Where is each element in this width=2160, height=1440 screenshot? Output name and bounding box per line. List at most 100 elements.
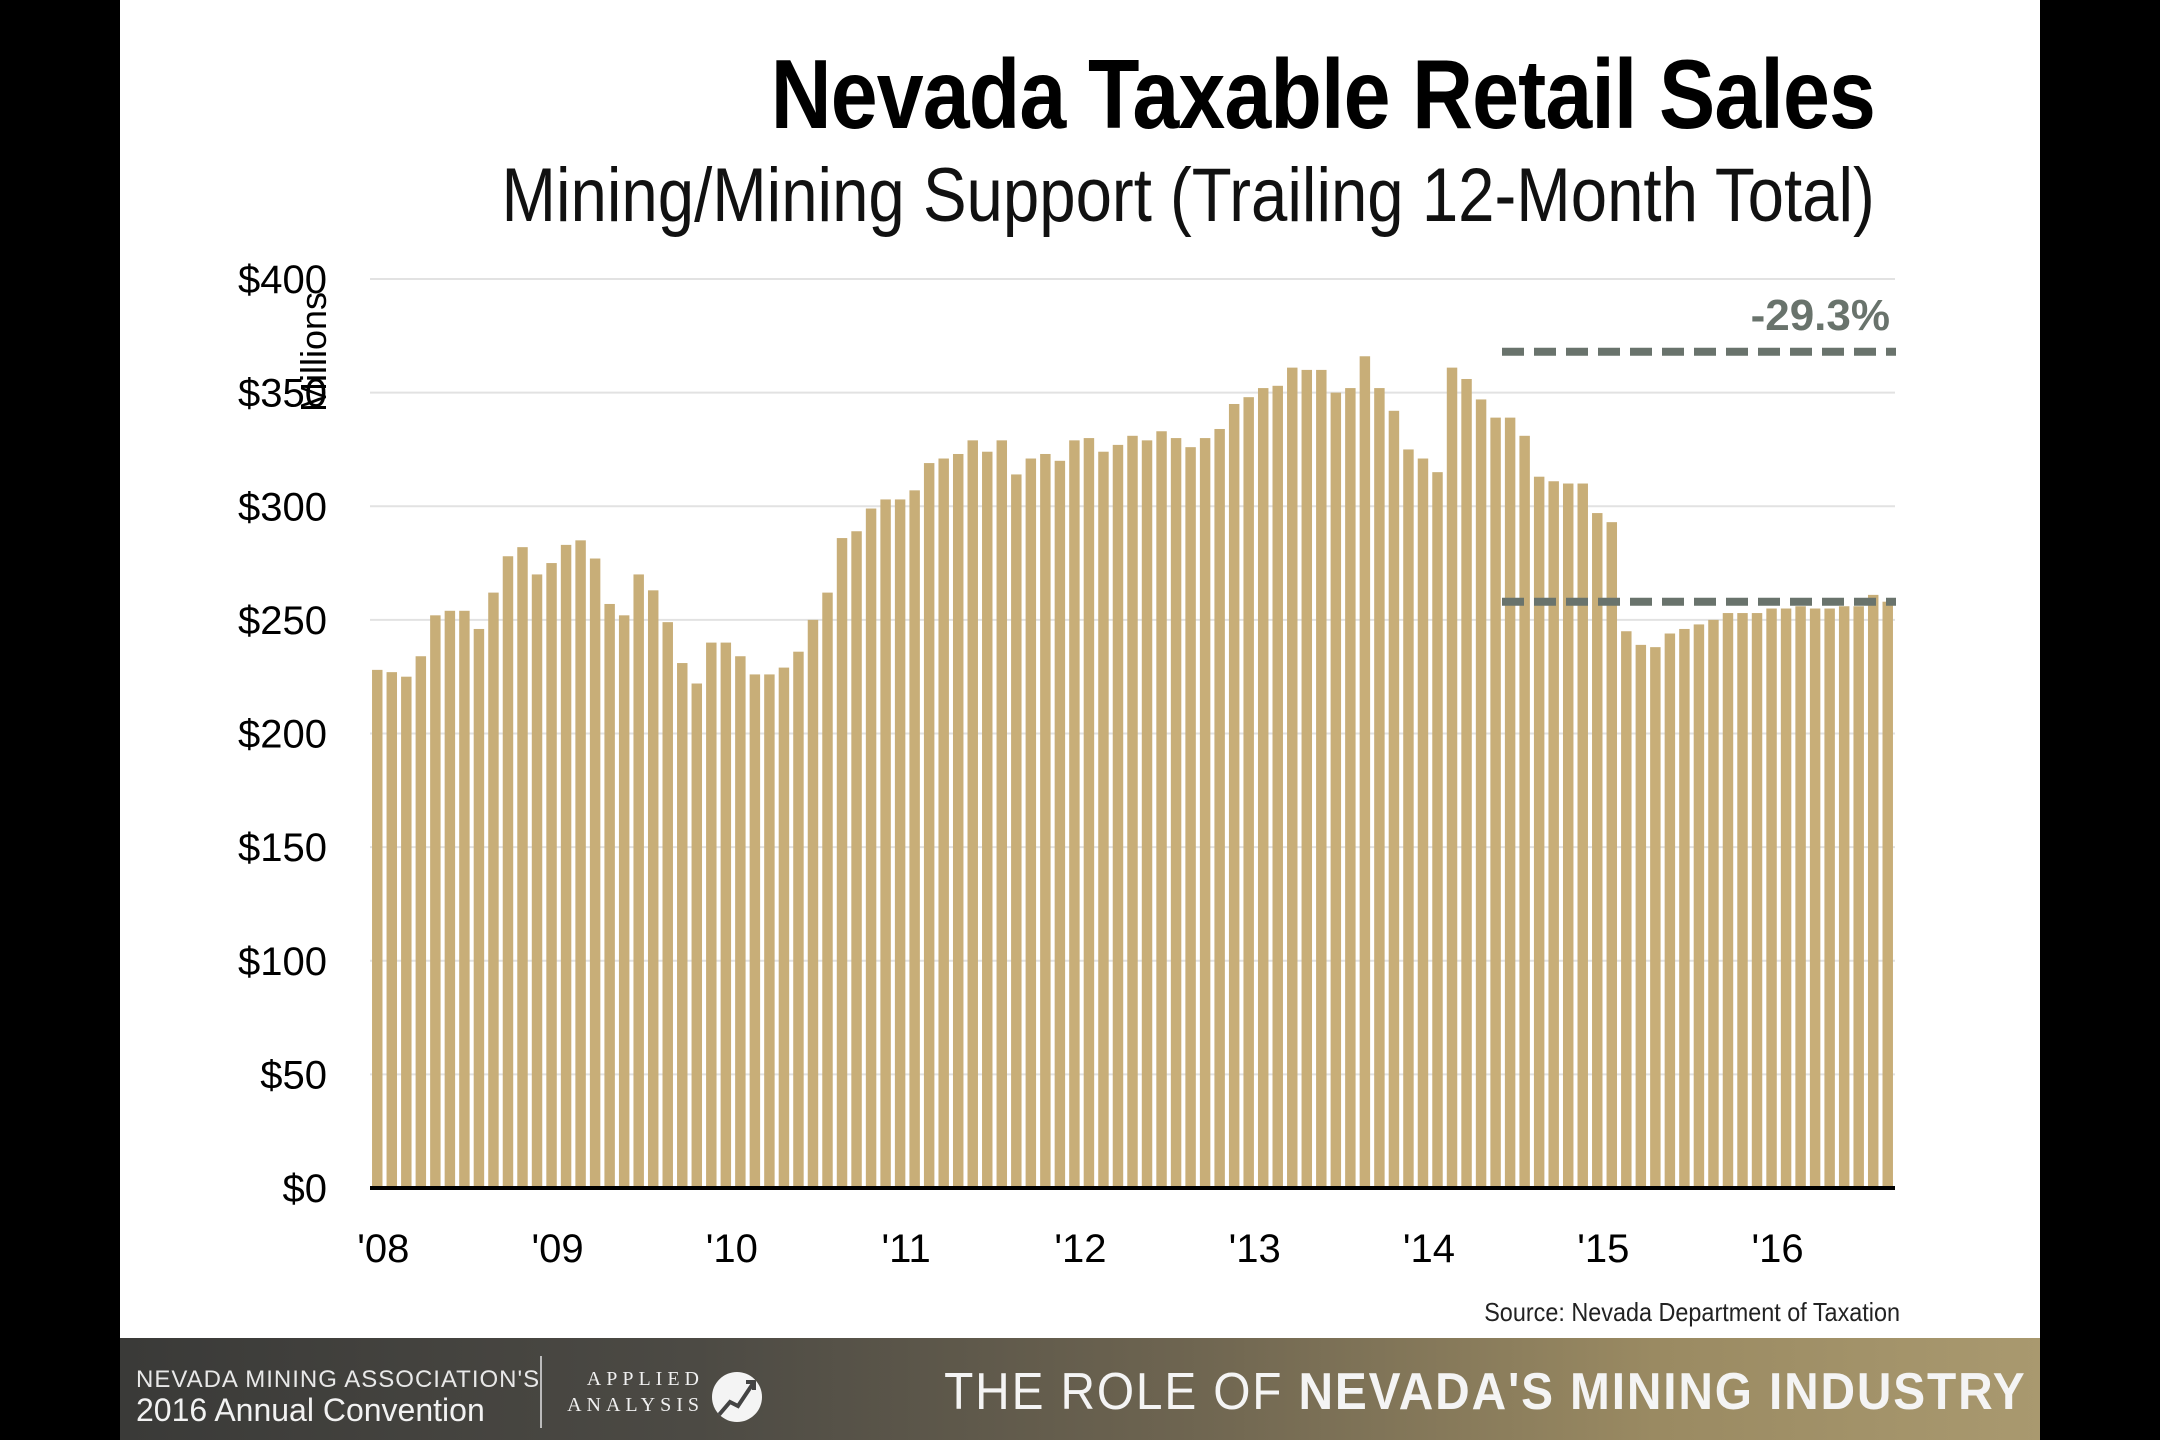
bar <box>952 453 964 1188</box>
bar <box>807 619 819 1188</box>
bar <box>1156 431 1167 1188</box>
bar <box>880 499 891 1188</box>
bar <box>604 603 615 1188</box>
bar <box>589 558 601 1188</box>
bar <box>1504 417 1516 1188</box>
x-tick-labels: '08 '09 '10 '11 '12 '13 '14 '15 '16 <box>357 1227 1803 1271</box>
y-tick-label: $100 <box>238 940 327 984</box>
x-tick-label: '14 <box>1403 1227 1455 1271</box>
y-tick-label: $0 <box>283 1167 328 1211</box>
applied-analysis-logo: APPLIED ANALYSIS <box>564 1368 774 1424</box>
bar <box>1025 458 1037 1189</box>
bar <box>1490 417 1501 1188</box>
bar <box>778 667 790 1188</box>
bar <box>386 672 398 1188</box>
bar <box>575 540 586 1188</box>
logo-text-top: APPLIED <box>586 1368 704 1390</box>
bar <box>1548 481 1559 1188</box>
bar <box>1359 356 1371 1188</box>
bar <box>430 615 441 1188</box>
bar <box>1533 476 1545 1188</box>
bar <box>401 676 412 1188</box>
bar <box>938 458 949 1189</box>
bar <box>1461 378 1472 1188</box>
source-note: Source: Nevada Department of Taxation <box>1484 1297 1900 1327</box>
bar <box>502 556 514 1188</box>
chart-title: Nevada Taxable Retail Sales <box>770 39 1876 149</box>
bar <box>546 563 557 1188</box>
footer-tagline: THE ROLE OF NEVADA'S MINING INDUSTRY <box>944 1362 2026 1422</box>
bar <box>1403 449 1414 1188</box>
bar <box>1040 453 1051 1188</box>
x-tick-label: '15 <box>1577 1227 1629 1271</box>
bar <box>647 590 659 1188</box>
bar <box>1272 385 1283 1188</box>
bar <box>677 663 688 1188</box>
x-tick-label: '12 <box>1054 1227 1106 1271</box>
bar <box>1722 613 1734 1188</box>
bar <box>764 674 775 1188</box>
bar <box>1228 403 1240 1188</box>
y-tick-label: $250 <box>238 599 327 643</box>
bar <box>1664 633 1676 1188</box>
bar <box>909 490 920 1188</box>
logo-chart-icon <box>712 1372 762 1422</box>
bar <box>1098 451 1109 1189</box>
bar <box>415 656 427 1188</box>
bar <box>822 592 833 1188</box>
bar <box>1621 631 1632 1188</box>
x-tick-label: '13 <box>1229 1227 1281 1271</box>
y-tick-label: $300 <box>238 485 327 529</box>
bar <box>1257 388 1269 1189</box>
logo-text-bottom: ANALYSIS <box>567 1394 704 1416</box>
bar <box>517 547 528 1188</box>
x-tick-label: '11 <box>882 1227 931 1271</box>
bar <box>1054 460 1066 1188</box>
bar <box>1635 644 1647 1188</box>
bar <box>691 683 703 1188</box>
footer-banner: NEVADA MINING ASSOCIATION'S 2016 Annual … <box>120 1338 2040 1440</box>
bar <box>1083 438 1095 1188</box>
bar <box>1112 444 1124 1189</box>
tagline-prefix: THE ROLE OF <box>943 1363 1299 1421</box>
y-tick-label: $50 <box>260 1053 327 1097</box>
bar <box>1606 522 1618 1188</box>
bar <box>1882 601 1893 1188</box>
tagline-bold: NEVADA'S MINING INDUSTRY <box>1298 1363 2026 1421</box>
bar <box>372 669 383 1188</box>
bar <box>662 622 673 1188</box>
bar <box>923 463 935 1188</box>
bar <box>894 499 906 1188</box>
y-tick-label: $200 <box>238 713 327 757</box>
y-tick-label: $350 <box>238 372 327 416</box>
bar <box>1345 388 1356 1189</box>
bar <box>1141 440 1153 1188</box>
bar <box>1592 513 1603 1188</box>
bar <box>633 574 644 1188</box>
bar <box>836 538 848 1188</box>
chart-subtitle: Mining/Mining Support (Trailing 12-Month… <box>501 153 1875 238</box>
bar <box>1374 388 1385 1189</box>
bar <box>459 610 470 1188</box>
bar <box>865 508 877 1189</box>
bar <box>1388 410 1400 1188</box>
bar <box>1199 438 1211 1188</box>
bars <box>372 356 1893 1189</box>
bar <box>473 628 485 1188</box>
bar <box>531 574 543 1188</box>
y-tick-labels: $0 $50 $100 $150 $200 $250 $300 $350 $400 <box>238 258 327 1211</box>
bar <box>1766 608 1777 1188</box>
bar <box>1011 474 1022 1188</box>
bar <box>1316 369 1327 1188</box>
bar <box>1330 392 1342 1188</box>
bar <box>1214 428 1225 1188</box>
bar <box>618 615 630 1188</box>
bar <box>1127 435 1138 1188</box>
bar <box>1693 624 1705 1188</box>
bar <box>1446 367 1458 1188</box>
bar <box>982 451 993 1189</box>
bar <box>720 642 732 1188</box>
footer-convention: 2016 Annual Convention <box>136 1392 485 1428</box>
bar <box>1824 608 1835 1188</box>
slide: Nevada Taxable Retail Sales Mining/Minin… <box>120 0 2040 1440</box>
